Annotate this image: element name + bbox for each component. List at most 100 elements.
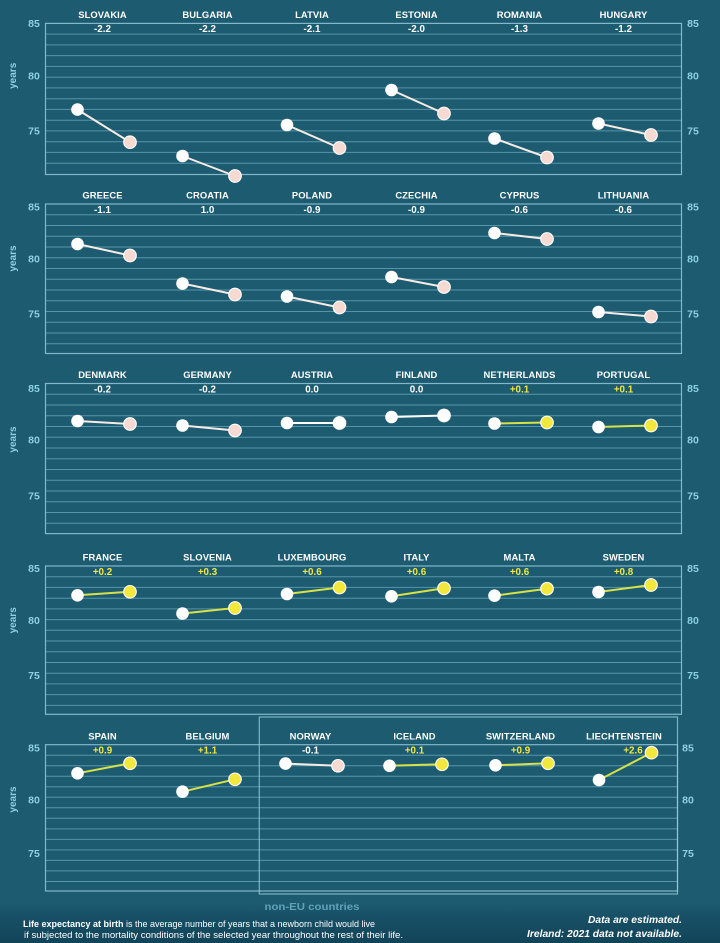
svg-text:non-EU countries: non-EU countries — [265, 902, 361, 913]
svg-text:75: 75 — [28, 670, 40, 682]
svg-text:MALTA: MALTA — [504, 552, 536, 563]
svg-text:80: 80 — [28, 253, 40, 265]
svg-text:SPAIN: SPAIN — [88, 730, 117, 741]
svg-text:years: years — [8, 62, 19, 89]
svg-text:Life expectancy at birth is th: Life expectancy at birth is the average … — [23, 919, 375, 929]
svg-text:+0.2: +0.2 — [93, 567, 113, 578]
svg-text:years: years — [8, 245, 19, 272]
svg-text:+0.1: +0.1 — [405, 746, 425, 757]
svg-text:-1.1: -1.1 — [94, 205, 111, 216]
svg-text:+1.1: +1.1 — [198, 746, 218, 757]
svg-text:0.0: 0.0 — [305, 384, 319, 395]
svg-text:-2.2: -2.2 — [199, 24, 216, 35]
svg-text:+0.6: +0.6 — [510, 567, 530, 578]
svg-text:-0.2: -0.2 — [199, 384, 216, 395]
svg-text:85: 85 — [28, 743, 40, 755]
svg-text:FRANCE: FRANCE — [83, 552, 123, 563]
svg-text:SWITZERLAND: SWITZERLAND — [486, 730, 555, 741]
svg-text:ICELAND: ICELAND — [393, 730, 435, 741]
svg-text:75: 75 — [28, 490, 40, 502]
svg-text:-1.2: -1.2 — [615, 24, 632, 35]
svg-text:-0.9: -0.9 — [304, 205, 321, 216]
svg-text:-2.0: -2.0 — [408, 24, 425, 35]
svg-text:-2.2: -2.2 — [94, 24, 111, 35]
svg-text:BELGIUM: BELGIUM — [186, 730, 230, 741]
svg-text:-0.6: -0.6 — [511, 205, 528, 216]
svg-text:+2.6: +2.6 — [623, 746, 643, 757]
svg-text:80: 80 — [687, 253, 699, 265]
svg-text:80: 80 — [682, 794, 694, 806]
svg-text:75: 75 — [687, 308, 699, 320]
svg-text:85: 85 — [28, 18, 40, 30]
svg-text:AUSTRIA: AUSTRIA — [291, 369, 333, 380]
svg-text:80: 80 — [28, 71, 40, 83]
svg-text:ROMANIA: ROMANIA — [497, 9, 543, 20]
svg-text:years: years — [8, 607, 19, 634]
svg-text:SWEDEN: SWEDEN — [603, 552, 645, 563]
svg-text:ITALY: ITALY — [403, 552, 430, 563]
svg-text:80: 80 — [687, 615, 699, 627]
svg-text:80: 80 — [687, 434, 699, 446]
svg-text:LUXEMBOURG: LUXEMBOURG — [278, 552, 347, 563]
svg-text:85: 85 — [687, 563, 699, 575]
svg-text:POLAND: POLAND — [292, 190, 332, 201]
svg-text:75: 75 — [687, 490, 699, 502]
svg-text:80: 80 — [28, 434, 40, 446]
svg-text:FINLAND: FINLAND — [396, 369, 438, 380]
svg-text:85: 85 — [28, 383, 40, 395]
svg-text:NETHERLANDS: NETHERLANDS — [484, 369, 556, 380]
svg-text:Data are estimated.: Data are estimated. — [588, 915, 682, 926]
svg-text:years: years — [8, 786, 19, 813]
svg-text:+0.6: +0.6 — [302, 567, 322, 578]
svg-text:LIECHTENSTEIN: LIECHTENSTEIN — [586, 730, 662, 741]
svg-text:CYPRUS: CYPRUS — [500, 190, 540, 201]
svg-text:SLOVAKIA: SLOVAKIA — [78, 9, 127, 20]
svg-text:85: 85 — [687, 201, 699, 213]
svg-text:years: years — [8, 426, 19, 453]
svg-text:-1.3: -1.3 — [511, 24, 528, 35]
svg-text:75: 75 — [28, 848, 40, 860]
svg-text:-0.1: -0.1 — [302, 746, 319, 757]
svg-text:1.0: 1.0 — [201, 205, 215, 216]
svg-text:+0.1: +0.1 — [614, 384, 634, 395]
svg-text:-2.1: -2.1 — [304, 24, 321, 35]
svg-text:80: 80 — [28, 794, 40, 806]
svg-text:CZECHIA: CZECHIA — [395, 190, 437, 201]
svg-text:NORWAY: NORWAY — [290, 730, 332, 741]
svg-text:GERMANY: GERMANY — [183, 369, 232, 380]
svg-text:75: 75 — [687, 126, 699, 138]
svg-text:75: 75 — [28, 126, 40, 138]
svg-text:+0.1: +0.1 — [510, 384, 530, 395]
svg-text:+0.9: +0.9 — [93, 746, 113, 757]
svg-text:+0.9: +0.9 — [511, 746, 531, 757]
svg-text:if subjected to the mortality: if subjected to the mortality conditions… — [24, 930, 403, 940]
svg-text:DENMARK: DENMARK — [78, 369, 127, 380]
svg-text:80: 80 — [28, 615, 40, 627]
svg-text:ESTONIA: ESTONIA — [395, 9, 437, 20]
svg-text:+0.6: +0.6 — [407, 567, 427, 578]
svg-text:BULGARIA: BULGARIA — [182, 9, 232, 20]
svg-text:75: 75 — [28, 308, 40, 320]
svg-text:LITHUANIA: LITHUANIA — [598, 190, 650, 201]
svg-text:SLOVENIA: SLOVENIA — [183, 552, 232, 563]
svg-text:85: 85 — [682, 743, 694, 755]
svg-text:-0.2: -0.2 — [94, 384, 111, 395]
svg-text:85: 85 — [28, 563, 40, 575]
svg-text:+0.8: +0.8 — [614, 567, 634, 578]
svg-text:Ireland: 2021 data not availab: Ireland: 2021 data not available. — [527, 929, 682, 940]
svg-text:PORTUGAL: PORTUGAL — [597, 369, 651, 380]
svg-text:CROATIA: CROATIA — [186, 190, 229, 201]
svg-text:75: 75 — [682, 848, 694, 860]
svg-text:85: 85 — [28, 201, 40, 213]
svg-text:HUNGARY: HUNGARY — [600, 9, 648, 20]
svg-text:85: 85 — [687, 18, 699, 30]
svg-text:-0.6: -0.6 — [615, 205, 632, 216]
svg-text:85: 85 — [687, 383, 699, 395]
svg-text:-0.9: -0.9 — [408, 205, 425, 216]
svg-text:GREECE: GREECE — [82, 190, 122, 201]
svg-text:0.0: 0.0 — [410, 384, 424, 395]
svg-text:LATVIA: LATVIA — [295, 9, 329, 20]
svg-text:75: 75 — [687, 670, 699, 682]
svg-text:80: 80 — [687, 71, 699, 83]
svg-text:+0.3: +0.3 — [198, 567, 218, 578]
